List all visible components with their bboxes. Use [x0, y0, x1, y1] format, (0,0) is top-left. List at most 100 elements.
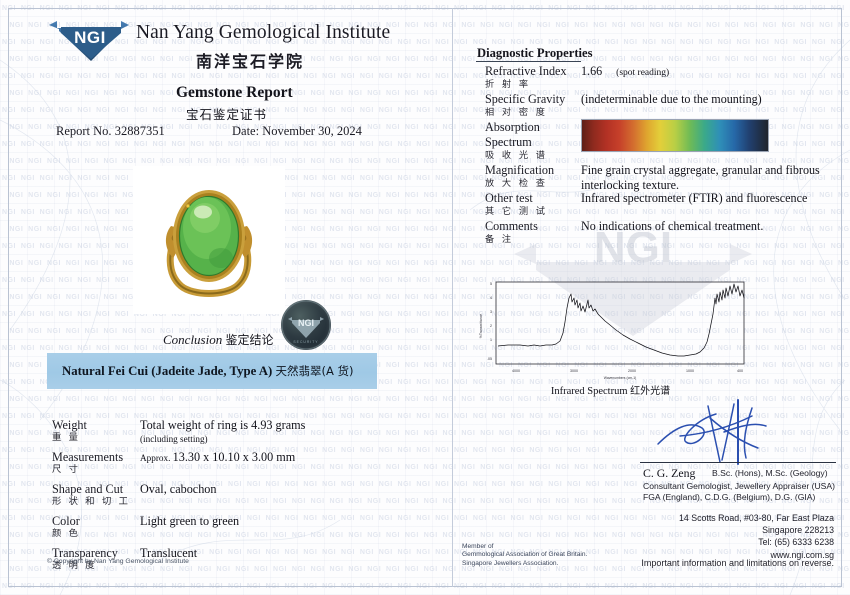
- report-date-label: Date:: [232, 124, 260, 138]
- diagnostic-value: 1.66 (spot reading): [581, 64, 837, 81]
- conclusion-heading-cn: 鉴定结论: [225, 333, 274, 347]
- institute-name: Nan Yang Gemological Institute: [136, 22, 391, 43]
- diagnostic-value-number: 1.66: [581, 64, 603, 78]
- spec-value: Light green to green: [140, 514, 408, 529]
- spec-label-cn: 重 量: [52, 432, 81, 443]
- gemstone-photo: [133, 166, 285, 314]
- specification-list: Weight 重 量 Total weight of ring is 4.93 gr…: [52, 418, 412, 578]
- spec-value: Translucent: [140, 546, 408, 561]
- ir-caption-cn: 红外光谱: [630, 386, 671, 397]
- report-number-value: 32887351: [114, 124, 165, 138]
- diagnostic-label-cn: 备 注: [485, 234, 514, 245]
- svg-text:1: 1: [490, 338, 492, 342]
- address-line-1: 14 Scotts Road, #03-80, Far East Plaza: [678, 513, 834, 523]
- diagnostic-label-en: Absorption: [485, 120, 540, 134]
- spec-value: Oval, cabochon: [140, 482, 408, 497]
- infrared-spectrum-caption: Infrared Spectrum 红外光谱: [468, 382, 753, 397]
- diagnostic-label-en-2: Spectrum: [485, 135, 532, 149]
- svg-text:NGI: NGI: [74, 28, 106, 47]
- diagnostic-label-en: Refractive Index: [485, 64, 567, 78]
- diagnostic-heading-underline: [476, 61, 581, 62]
- svg-text:2: 2: [490, 324, 492, 328]
- membership-line-3: Singapore Jewellers Association.: [462, 559, 559, 567]
- diagnostic-row: Comments 备 注 No indications of chemical tr…: [485, 219, 835, 246]
- svg-text:3: 3: [490, 310, 492, 314]
- spec-row: Color 颜 色 Light green to green: [52, 514, 412, 542]
- report-number: Report No. 32887351: [56, 124, 165, 139]
- diagnostic-value: Fine grain crystal aggregate, granular a…: [581, 163, 820, 192]
- report-date: Date: November 30, 2024: [232, 124, 362, 139]
- spec-row: Shape and Cut 形 状 和 切 工 Oval, cabochon: [52, 482, 412, 510]
- spec-value-note: (including setting): [140, 434, 208, 444]
- spec-row: Weight 重 量 Total weight of ring is 4.93 gr…: [52, 418, 412, 446]
- svg-text:2000: 2000: [628, 369, 636, 373]
- spec-label-en: Shape and Cut: [52, 482, 124, 496]
- conclusion-text: Natural Fei Cui (Jadeite Jade, Type A) 天…: [62, 363, 354, 379]
- diagnostic-value: Infrared spectrometer (FTIR) and fluores…: [581, 191, 808, 205]
- conclusion-band: [47, 353, 377, 389]
- spec-value: Total weight of ring is 4.93 grams (inclu…: [140, 418, 408, 445]
- diagnostic-row: Absorption Spectrum 吸 收 光 谱: [485, 120, 835, 162]
- spec-label-en: Transparency: [52, 546, 118, 560]
- diagnostic-row: Specific Gravity 相 对 密 度 (indeterminable d…: [485, 92, 835, 119]
- svg-text:400: 400: [737, 369, 743, 373]
- svg-text:4: 4: [490, 296, 492, 300]
- spec-value: Approx. 13.30 x 10.10 x 3.00 mm: [140, 450, 408, 466]
- spec-label-en: Color: [52, 514, 80, 528]
- svg-text:1000: 1000: [686, 369, 694, 373]
- diagnostic-label-cn: 折 射 率: [485, 79, 531, 90]
- spec-row: Transparency 透 明 度 Translucent: [52, 546, 412, 574]
- infrared-spectrum-chart: 5 4 3 2 1 .05 4000 3000 2000 1000 400 Wa…: [468, 278, 753, 388]
- spec-row: Measurements 尺 寸 Approx. 13.30 x 10.10 x 3…: [52, 450, 412, 478]
- diagnostic-label-cn: 其 它 测 试: [485, 206, 548, 217]
- diagnostic-row: Other test 其 它 测 试 Infrared spectrometer (…: [485, 191, 835, 218]
- spec-value-text: Total weight of ring is 4.93 grams: [140, 418, 306, 432]
- spec-label-cn: 形 状 和 切 工: [52, 496, 131, 507]
- report-number-label: Report No.: [56, 124, 112, 138]
- svg-text:%Transmittance: %Transmittance: [479, 314, 483, 338]
- diagnostic-label-cn: 吸 收 光 谱: [485, 150, 548, 161]
- diagnostic-value-note: (spot reading): [616, 68, 670, 78]
- spec-label-cn: 尺 寸: [52, 464, 81, 475]
- svg-text:5: 5: [490, 282, 492, 286]
- svg-text:.05: .05: [487, 357, 492, 361]
- spec-label-cn: 颜 色: [52, 528, 81, 539]
- absorption-spectrum-bar: [581, 119, 769, 152]
- signature-line: [640, 462, 836, 463]
- signatory-title: Consultant Gemologist, Jewellery Apprais…: [643, 481, 836, 491]
- ir-caption-en: Infrared Spectrum: [550, 386, 628, 397]
- page-border: [8, 8, 842, 587]
- svg-text:4000: 4000: [512, 369, 520, 373]
- signatory-name: C. G. Zeng: [643, 466, 696, 480]
- reverse-note: Important information and limitations on…: [641, 558, 834, 568]
- institute-address: 14 Scotts Road, #03-80, Far East Plaza S…: [679, 512, 834, 561]
- membership-note: Member of Gemmological Association of Gr…: [462, 543, 587, 568]
- signature-mark: [650, 398, 790, 466]
- diagnostic-label-en: Other test: [485, 191, 533, 205]
- conclusion-heading-en: Conclusion: [163, 332, 223, 347]
- membership-line-1: Member of: [462, 543, 494, 550]
- hologram-seal: NGI SECURITY: [281, 300, 331, 350]
- membership-line-2: Gemmological Association of Great Britai…: [462, 551, 588, 559]
- spec-label-cn: 透 明 度: [52, 560, 97, 571]
- address-website[interactable]: www.ngi.com.sg: [770, 549, 834, 560]
- diagnostic-label-en: Magnification: [485, 163, 555, 177]
- conclusion-heading: Conclusion 鉴定结论: [163, 331, 274, 348]
- spec-value-text: Translucent: [140, 546, 198, 560]
- spec-value-text: Light green to green: [140, 514, 240, 528]
- diagnostic-properties-heading: Diagnostic Properties: [477, 46, 593, 60]
- column-divider: [452, 8, 453, 587]
- spec-label-en: Measurements: [52, 450, 124, 464]
- svg-text:NGI: NGI: [298, 318, 314, 328]
- signatory-degrees: B.Sc. (Hons), M.Sc. (Geology): [712, 468, 828, 478]
- diagnostic-properties-list: Refractive Index 折 射 率 1.66 (spot reading) S…: [485, 64, 835, 247]
- svg-text:Wavenumbers (cm-1): Wavenumbers (cm-1): [604, 376, 636, 380]
- diagnostic-row: Magnification 放 大 检 查 Fine grain crystal a…: [485, 163, 835, 192]
- spec-label-en: Weight: [52, 418, 87, 432]
- address-phone: Tel: (65) 6333 6238: [758, 537, 834, 548]
- diagnostic-value: No indications of chemical treatment.: [581, 219, 764, 233]
- ngi-logo: NGI: [47, 17, 131, 63]
- diagnostic-label-cn: 相 对 密 度: [485, 107, 548, 118]
- svg-text:SECURITY: SECURITY: [293, 340, 318, 344]
